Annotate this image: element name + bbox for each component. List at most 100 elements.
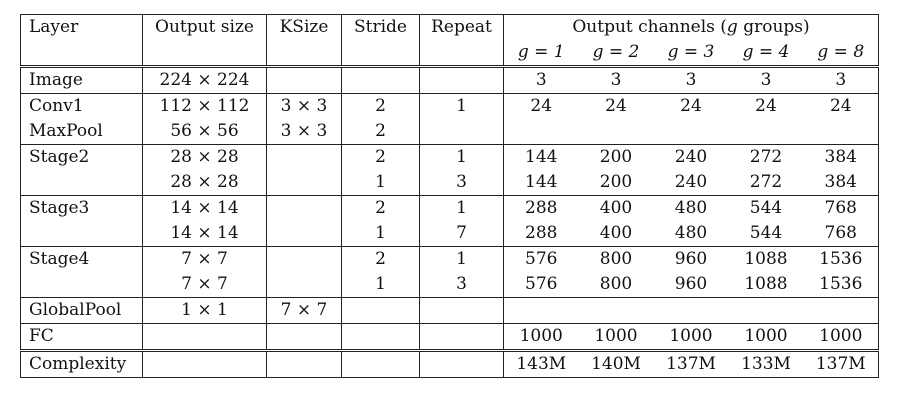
cell-layer: Stage4 — [20, 246, 143, 272]
cell-stride — [341, 66, 420, 94]
cell-repeat — [419, 66, 504, 94]
cell-channels-g2: 200 — [578, 144, 654, 170]
header-row-2: g = 1 g = 2 g = 3 g = 4 g = 8 — [21, 40, 880, 68]
cell-channels-g3 — [654, 119, 729, 145]
table-row: Image 224 × 224 3 3 3 3 3 — [20, 66, 880, 94]
cell-ksize — [266, 349, 342, 378]
cell-repeat — [419, 349, 504, 378]
cell-channels-g4: 24 — [728, 93, 804, 119]
cell-output-size: 1 × 1 — [142, 297, 267, 324]
cell-channels-g4 — [728, 297, 804, 324]
table-row: 14 × 14 1 7 288 400 480 544 768 — [20, 221, 880, 247]
cell-output-size: 7 × 7 — [142, 246, 267, 272]
cell-channels-g2 — [579, 119, 654, 145]
cell-ksize: 3 × 3 — [266, 119, 342, 145]
cell-channels-g1: 144 — [503, 170, 579, 196]
cell-channels-g4: 272 — [728, 144, 804, 170]
cell-channels-g4: 1088 — [744, 274, 788, 294]
cell-stride — [341, 323, 420, 351]
cell-layer — [20, 170, 143, 196]
table-row: Complexity 143M 140M 137M 133M 137M — [20, 349, 880, 378]
header-group-3: g = 3 — [653, 40, 729, 68]
cell-channels-g2 — [578, 297, 654, 324]
cell-channels-g8: 24 — [803, 93, 880, 119]
cell-output-size — [142, 323, 267, 351]
table-row: Stage4 7 × 7 2 1 576 800 960 1088 1536 — [20, 246, 880, 272]
cell-ksize — [266, 272, 342, 298]
cell-channels-g3: 1000 — [653, 323, 729, 351]
cell-repeat: 7 — [419, 221, 504, 247]
table-row: Stage3 14 × 14 2 1 288 400 480 544 768 — [20, 195, 880, 221]
table-row: 28 × 28 1 3 144 200 240 272 384 — [20, 170, 880, 196]
table-row: FC 1000 1000 1000 1000 1000 — [20, 323, 880, 351]
cell-channels-g3: 240 — [653, 144, 729, 170]
cell-channels-g1: 1000 — [503, 323, 579, 351]
cell-channels-g3: 24 — [653, 93, 729, 119]
cell-ksize: 3 × 3 — [266, 93, 342, 119]
cell-layer: Stage3 — [20, 195, 143, 221]
cell-channels-g4 — [729, 119, 804, 145]
cell-channels-g2: 400 — [578, 195, 654, 221]
cell-channels-g4: 544 — [749, 223, 783, 243]
cell-stride: 2 — [341, 144, 420, 170]
cell-output-size: 112 × 112 — [142, 93, 267, 119]
cell-channels-g1: 144 — [503, 144, 579, 170]
header-channels-g: g — [726, 17, 738, 37]
cell-layer: FC — [20, 323, 143, 351]
cell-channels-g2: 400 — [599, 223, 633, 243]
cell-stride: 2 — [341, 195, 420, 221]
header-channels-suffix: groups) — [737, 17, 810, 37]
table-row: 7 × 7 1 3 576 800 960 1088 1536 — [20, 272, 880, 298]
cell-ksize — [266, 144, 342, 170]
cell-channels-g4: 3 — [760, 70, 772, 90]
cell-output-size: 56 × 56 — [142, 119, 267, 145]
cell-repeat: 1 — [419, 195, 504, 221]
cell-stride — [341, 297, 420, 324]
cell-output-size — [142, 349, 267, 378]
cell-ksize — [266, 195, 342, 221]
cell-stride: 1 — [341, 272, 420, 298]
cell-channels-g3: 960 — [653, 246, 729, 272]
cell-channels-g8: 384 — [803, 170, 880, 196]
cell-stride: 2 — [341, 246, 420, 272]
cell-channels-g8: 1000 — [803, 323, 880, 351]
cell-layer: MaxPool — [20, 119, 143, 145]
cell-channels-g4: 1000 — [728, 323, 804, 351]
cell-channels-g1: 576 — [503, 272, 579, 298]
cell-channels-g2: 3 — [610, 70, 622, 90]
cell-repeat: 3 — [419, 170, 504, 196]
cell-channels-g2: 24 — [578, 93, 654, 119]
cell-channels-g8 — [803, 119, 880, 145]
cell-layer: Stage2 — [20, 144, 143, 170]
cell-channels-g8 — [803, 297, 880, 324]
cell-repeat — [419, 297, 504, 324]
cell-ksize — [266, 170, 342, 196]
architecture-table-container: Layer Output size KSize Stride Repeat Ou… — [20, 14, 880, 378]
cell-output-size: 28 × 28 — [142, 144, 267, 170]
cell-channels-g4: 133M — [728, 349, 804, 378]
cell-stride: 1 — [341, 221, 420, 247]
cell-channels-g3: 240 — [674, 172, 708, 192]
cell-channels-g1: 576 — [503, 246, 579, 272]
cell-repeat: 1 — [419, 93, 504, 119]
cell-channels-g4: 544 — [728, 195, 804, 221]
cell-ksize — [266, 221, 342, 247]
cell-repeat: 1 — [419, 246, 504, 272]
cell-channels-g3: 480 — [653, 195, 729, 221]
cell-channels-g8: 3 — [803, 66, 880, 94]
cell-channels-g4: 272 — [749, 172, 783, 192]
cell-output-size: 14 × 14 — [142, 221, 267, 247]
header-repeat: Repeat — [419, 14, 504, 68]
header-output-channels: Output channels (g groups) — [502, 14, 880, 40]
cell-channels-g8: 1536 — [803, 246, 880, 272]
cell-repeat — [419, 119, 504, 145]
header-stride: Stride — [341, 14, 420, 68]
cell-channels-g2: 1000 — [578, 323, 654, 351]
cell-ksize: 7 × 7 — [266, 297, 342, 324]
cell-stride: 2 — [341, 93, 420, 119]
cell-channels-g1 — [503, 119, 579, 145]
cell-layer: Conv1 — [20, 93, 143, 119]
cell-layer: GlobalPool — [20, 297, 143, 324]
